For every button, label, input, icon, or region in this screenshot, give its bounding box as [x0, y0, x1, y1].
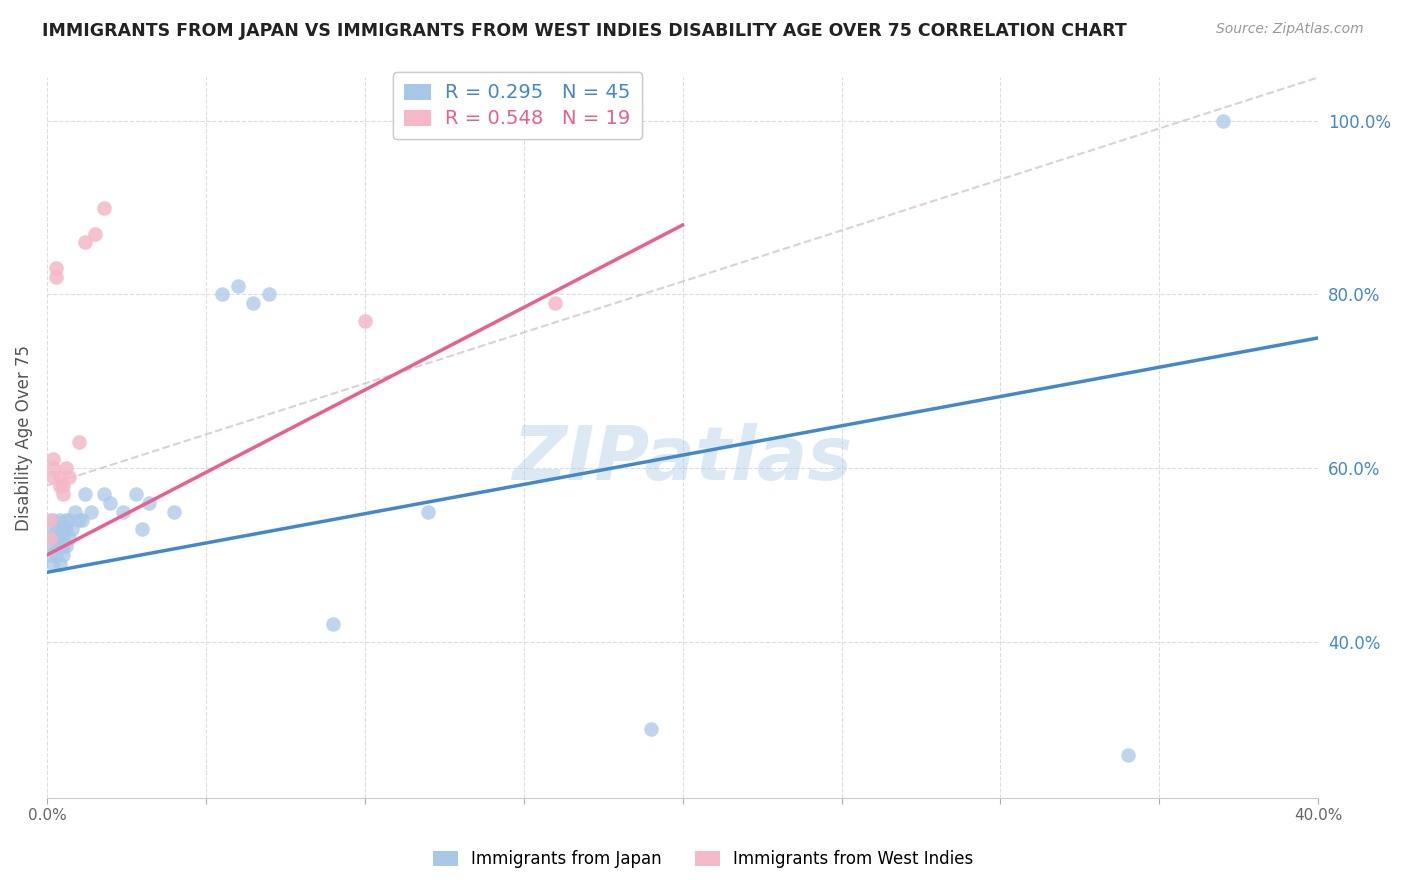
Point: [52, 539, 75, 553]
Text: ZIPatlas: ZIPatlas: [513, 423, 852, 496]
Point: [80, 504, 103, 518]
Point: [48, 557, 70, 571]
Point: [93, 201, 115, 215]
Point: [42, 513, 65, 527]
Point: [83, 227, 105, 241]
Point: [42, 461, 65, 475]
Point: [131, 522, 153, 536]
Point: [39, 548, 62, 562]
Point: [48, 470, 70, 484]
Point: [48, 539, 70, 553]
Point: [58, 470, 80, 484]
Point: [226, 278, 249, 293]
Text: Source: ZipAtlas.com: Source: ZipAtlas.com: [1216, 22, 1364, 37]
Point: [322, 617, 344, 632]
Point: [163, 504, 186, 518]
Point: [45, 270, 67, 285]
Point: [39, 531, 62, 545]
Point: [353, 313, 375, 327]
Point: [48, 478, 70, 492]
Point: [45, 539, 67, 553]
Point: [58, 513, 80, 527]
Point: [418, 504, 440, 518]
Point: [45, 531, 67, 545]
Point: [259, 287, 281, 301]
Legend: Immigrants from Japan, Immigrants from West Indies: Immigrants from Japan, Immigrants from W…: [426, 844, 980, 875]
Point: [65, 504, 87, 518]
Point: [45, 522, 67, 536]
Point: [73, 235, 96, 250]
Point: [52, 478, 75, 492]
Point: [1116, 747, 1139, 762]
Point: [42, 470, 65, 484]
Point: [39, 513, 62, 527]
Point: [48, 531, 70, 545]
Point: [42, 522, 65, 536]
Point: [42, 539, 65, 553]
Point: [640, 722, 662, 736]
Point: [55, 461, 77, 475]
Point: [42, 557, 65, 571]
Point: [60, 522, 83, 536]
Point: [100, 496, 122, 510]
Point: [48, 513, 70, 527]
Point: [52, 487, 75, 501]
Point: [125, 487, 148, 501]
Point: [39, 531, 62, 545]
Point: [73, 487, 96, 501]
Point: [242, 296, 264, 310]
Point: [45, 548, 67, 562]
Point: [52, 531, 75, 545]
Point: [52, 522, 75, 536]
Point: [112, 504, 135, 518]
Y-axis label: Disability Age Over 75: Disability Age Over 75: [15, 344, 32, 531]
Point: [1212, 113, 1234, 128]
Point: [70, 513, 93, 527]
Point: [55, 539, 77, 553]
Point: [93, 487, 115, 501]
Point: [55, 522, 77, 536]
Point: [211, 287, 233, 301]
Point: [67, 513, 90, 527]
Point: [45, 261, 67, 276]
Point: [52, 548, 75, 562]
Point: [42, 452, 65, 467]
Point: [67, 435, 90, 450]
Point: [138, 496, 160, 510]
Point: [58, 531, 80, 545]
Text: IMMIGRANTS FROM JAPAN VS IMMIGRANTS FROM WEST INDIES DISABILITY AGE OVER 75 CORR: IMMIGRANTS FROM JAPAN VS IMMIGRANTS FROM…: [42, 22, 1128, 40]
Point: [544, 296, 567, 310]
Point: [55, 513, 77, 527]
Legend: R = 0.295   N = 45, R = 0.548   N = 19: R = 0.295 N = 45, R = 0.548 N = 19: [394, 72, 641, 139]
